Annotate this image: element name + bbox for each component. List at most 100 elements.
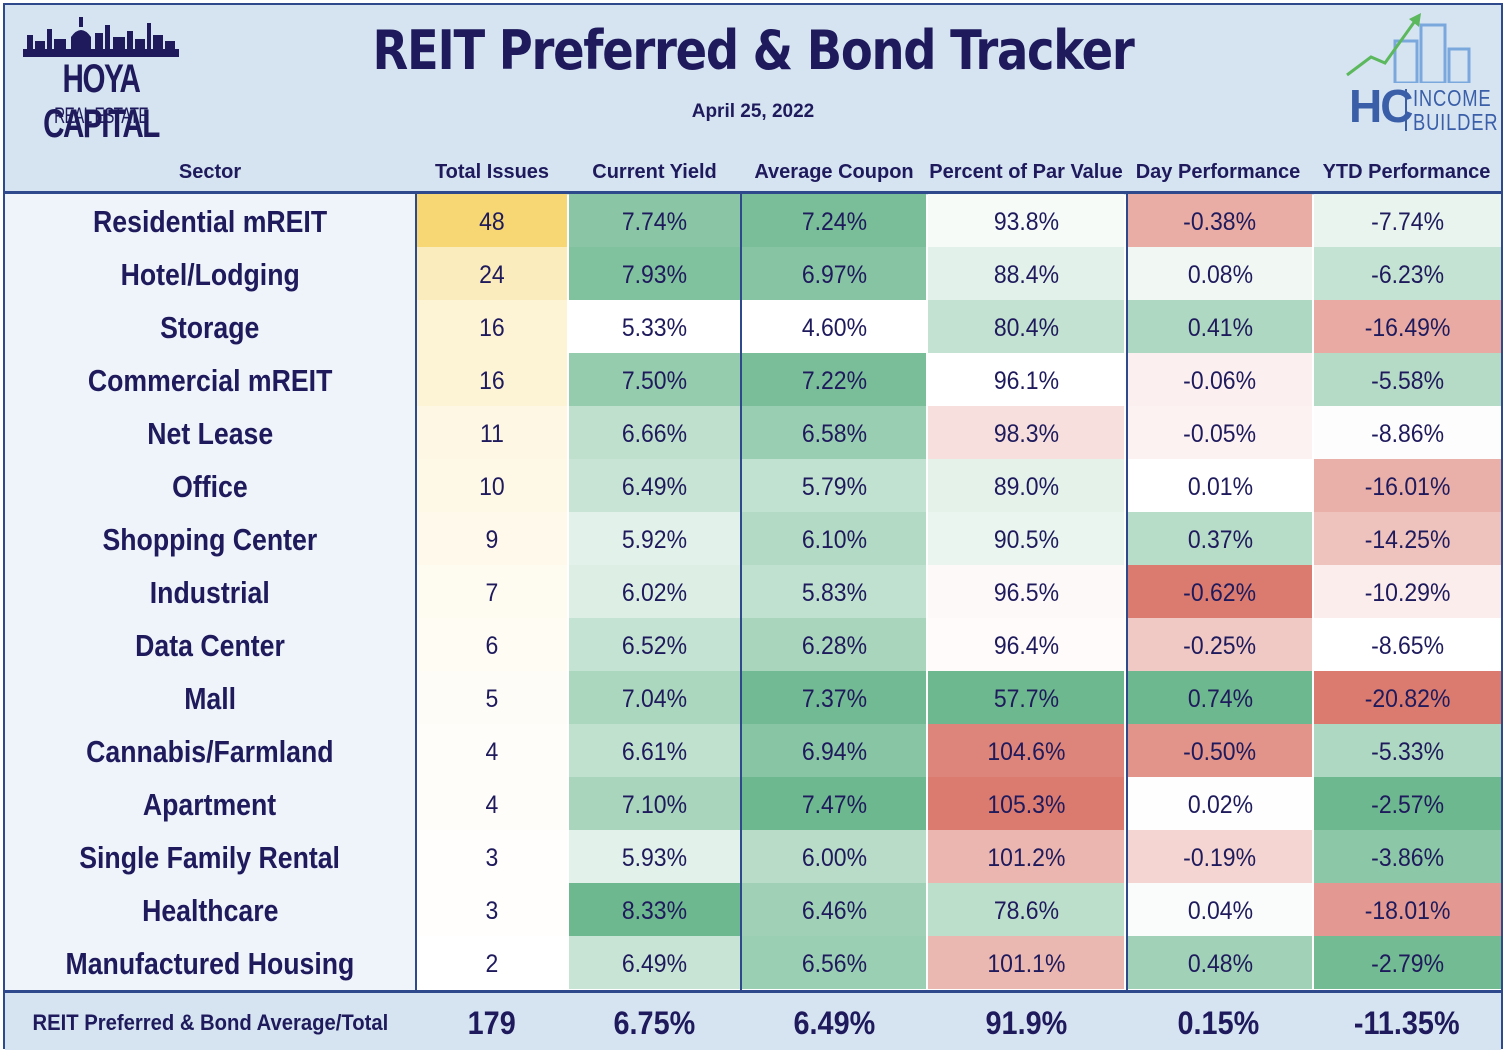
ytd-performance-cell: -8.86% (1314, 406, 1501, 459)
footer-day-performance: 0.15% (1126, 993, 1310, 1050)
sector-value: Data Center (135, 628, 285, 663)
percent-of-par-cell: 88.4% (928, 247, 1124, 300)
report-date: April 25, 2022 (691, 101, 815, 122)
percent-of-par-value: 78.6% (993, 897, 1059, 925)
current-yield-cell: 8.33% (569, 883, 740, 936)
current-yield-value: 6.49% (621, 950, 688, 978)
percent-of-par-cell: 96.1% (928, 353, 1124, 406)
total-issues-value: 16 (479, 314, 505, 342)
footer-percent-of-par: 91.9% (928, 993, 1124, 1050)
table-row: Single Family Rental 3 5.93% 6.00% 101.2% -0.… (5, 830, 1501, 883)
current-yield-cell: 6.66% (569, 406, 740, 459)
percent-of-par-cell: 96.5% (928, 565, 1124, 618)
ytd-performance-value: -3.86% (1371, 844, 1444, 872)
ytd-performance-cell: -6.23% (1314, 247, 1501, 300)
average-coupon-value: 6.00% (801, 844, 867, 872)
hc-mark: HC (1349, 80, 1413, 132)
sector-value: Office (172, 469, 248, 504)
sector-value: Hotel/Lodging (120, 257, 300, 292)
percent-of-par-cell: 98.3% (928, 406, 1124, 459)
current-yield-value: 7.50% (621, 367, 688, 395)
hc-builder-label: BUILDER (1413, 109, 1499, 135)
table-row: Mall 5 7.04% 7.37% 57.7% 0.74% -20.82% (5, 671, 1501, 724)
footer-label: REIT Preferred & Bond Average/Total (5, 993, 415, 1050)
sector-value: Apartment (143, 787, 277, 822)
average-coupon-cell: 6.10% (742, 512, 926, 565)
day-performance-cell: -0.06% (1128, 353, 1312, 406)
footer-ytd-performance: -11.35% (1312, 993, 1501, 1050)
total-issues-value: 4 (485, 791, 499, 819)
footer-label-text: REIT Preferred & Bond Average/Total (32, 1010, 388, 1035)
ytd-performance-value: -2.79% (1371, 950, 1444, 978)
average-coupon-value: 7.22% (801, 367, 867, 395)
sector-name: Apartment (5, 777, 415, 830)
percent-of-par-value: 101.2% (986, 844, 1065, 872)
percent-of-par-value: 104.6% (986, 738, 1065, 766)
percent-of-par-cell: 104.6% (928, 724, 1124, 777)
total-issues-cell: 2 (417, 936, 567, 989)
day-performance-value: 0.74% (1187, 685, 1253, 713)
table-row: Cannabis/Farmland 4 6.61% 6.94% 104.6% -0.50%… (5, 724, 1501, 777)
sector-name: Industrial (5, 565, 415, 618)
column-header-sector: Sector (178, 161, 242, 183)
day-performance-value: -0.25% (1183, 632, 1257, 660)
ytd-performance-value: -8.65% (1371, 632, 1444, 660)
sector-value: Cannabis/Farmland (86, 734, 334, 769)
ytd-performance-value: -5.33% (1371, 738, 1444, 766)
current-yield-cell: 5.92% (569, 512, 740, 565)
average-coupon-value: 5.79% (801, 473, 867, 501)
current-yield-value: 5.93% (621, 844, 688, 872)
sector-value: Healthcare (141, 893, 279, 928)
percent-of-par-cell: 78.6% (928, 883, 1124, 936)
day-performance-cell: 0.37% (1128, 512, 1312, 565)
column-header-average-coupon: Average Coupon (754, 161, 914, 183)
percent-of-par-value: 101.1% (986, 950, 1065, 978)
percent-of-par-cell: 89.0% (928, 459, 1124, 512)
ytd-performance-value: -10.29% (1364, 579, 1451, 607)
day-performance-value: -0.38% (1183, 208, 1257, 236)
current-yield-value: 7.93% (621, 261, 688, 289)
table-row: Office 10 6.49% 5.79% 89.0% 0.01% -16.01% (5, 459, 1501, 512)
total-issues-value: 4 (485, 738, 499, 766)
sector-value: Mall (184, 681, 236, 716)
average-coupon-value: 5.83% (801, 579, 867, 607)
column-divider (415, 194, 417, 990)
total-issues-value: 24 (479, 261, 505, 289)
city-skyline-icon (23, 17, 179, 57)
table-row: Shopping Center 9 5.92% 6.10% 90.5% 0.37% -14.… (5, 512, 1501, 565)
percent-of-par-value: 90.5% (993, 526, 1059, 554)
sector-name: Data Center (5, 618, 415, 671)
current-yield-cell: 7.50% (569, 353, 740, 406)
hc-income-label: INCOME (1413, 85, 1492, 111)
sector-name: Healthcare (5, 883, 415, 936)
day-performance-value: 0.41% (1187, 314, 1253, 342)
footer-day-performance-value: 0.15% (1177, 1005, 1259, 1041)
average-coupon-cell: 6.56% (742, 936, 926, 989)
average-coupon-cell: 6.46% (742, 883, 926, 936)
hc-divider (1405, 89, 1407, 131)
current-yield-value: 6.52% (621, 632, 688, 660)
current-yield-value: 7.04% (621, 685, 688, 713)
ytd-performance-cell: -18.01% (1314, 883, 1501, 936)
day-performance-cell: 0.01% (1128, 459, 1312, 512)
average-coupon-value: 7.37% (801, 685, 867, 713)
total-issues-cell: 6 (417, 618, 567, 671)
total-issues-cell: 7 (417, 565, 567, 618)
total-issues-value: 7 (485, 579, 499, 607)
average-coupon-value: 6.46% (801, 897, 867, 925)
percent-of-par-value: 98.3% (993, 420, 1059, 448)
average-coupon-value: 6.94% (801, 738, 867, 766)
day-performance-value: -0.05% (1183, 420, 1257, 448)
total-issues-cell: 4 (417, 777, 567, 830)
day-performance-cell: 0.04% (1128, 883, 1312, 936)
current-yield-cell: 6.49% (569, 936, 740, 989)
percent-of-par-cell: 101.1% (928, 936, 1124, 989)
table-row: Commercial mREIT 16 7.50% 7.22% 96.1% -0.06% -… (5, 353, 1501, 406)
average-coupon-value: 6.56% (801, 950, 867, 978)
current-yield-cell: 7.74% (569, 194, 740, 247)
tracker-table-frame: HOYA CAPITAL REAL ESTATE REIT Preferred … (3, 3, 1503, 1050)
average-coupon-cell: 6.97% (742, 247, 926, 300)
average-coupon-value: 6.28% (801, 632, 867, 660)
table-row: Industrial 7 6.02% 5.83% 96.5% -0.62% -10.29% (5, 565, 1501, 618)
total-issues-cell: 16 (417, 353, 567, 406)
